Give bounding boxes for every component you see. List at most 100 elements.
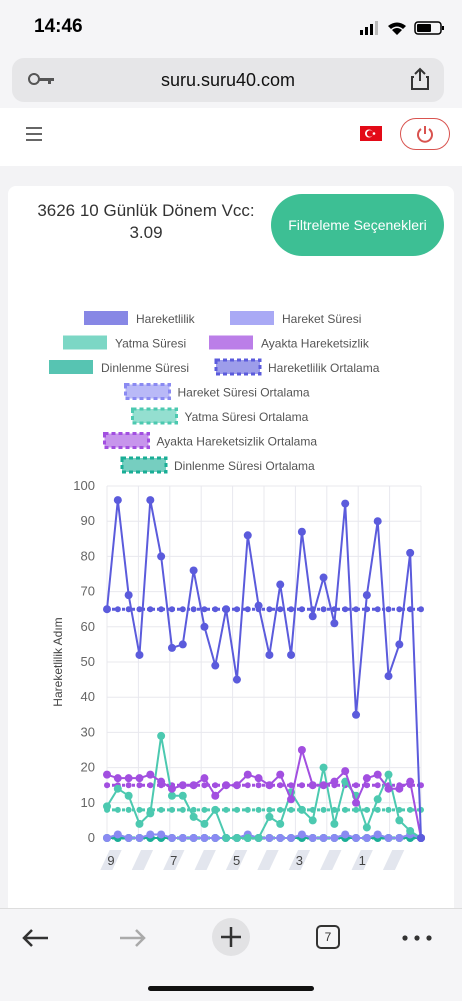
data-point (277, 606, 284, 613)
new-tab-button[interactable] (212, 918, 250, 956)
filter-options-button[interactable]: Filtreleme Seçenekleri (271, 194, 444, 256)
data-point (255, 782, 262, 789)
data-point (167, 834, 176, 842)
y-tick-label: 30 (81, 724, 95, 739)
data-point (178, 640, 187, 649)
data-point (418, 606, 424, 613)
data-point (298, 606, 305, 613)
x-tick-box (382, 850, 405, 870)
x-tick-label: 5 (233, 853, 240, 868)
data-point (157, 830, 166, 839)
back-icon[interactable] (20, 927, 50, 949)
data-point (287, 650, 296, 659)
data-point (113, 784, 122, 793)
data-point (200, 819, 209, 828)
data-point (114, 606, 121, 613)
x-tick-box (100, 850, 122, 870)
data-point (103, 605, 111, 614)
data-point (147, 782, 154, 789)
main-content: 3626 10 Günlük Dönem Vcc: 3.09 Filtrelem… (0, 166, 462, 926)
data-point (135, 834, 144, 842)
data-point (373, 795, 382, 804)
data-point (232, 834, 241, 842)
data-point (223, 806, 230, 813)
data-point (319, 573, 328, 582)
data-point (168, 806, 175, 813)
more-icon[interactable] (402, 935, 432, 941)
data-point (136, 606, 143, 613)
data-point (167, 784, 176, 793)
data-point (395, 640, 404, 649)
data-point (297, 527, 306, 536)
data-point (254, 601, 263, 610)
data-point (276, 770, 285, 779)
data-point (407, 806, 414, 813)
data-point (200, 774, 209, 783)
data-point (113, 496, 122, 505)
legend-swatch (120, 456, 168, 474)
y-tick-label: 60 (81, 619, 95, 634)
data-point (244, 606, 251, 613)
data-point (362, 774, 371, 783)
data-point (201, 606, 208, 613)
data-point (395, 834, 404, 842)
legend-label: Hareket Süresi (282, 312, 361, 326)
data-point (308, 816, 317, 825)
tabs-button[interactable]: 7 (316, 925, 340, 949)
data-point (190, 606, 197, 613)
data-point (113, 774, 122, 783)
data-point (179, 806, 186, 813)
status-time: 14:46 (34, 16, 83, 37)
x-tick-box (320, 850, 342, 870)
legend-swatch (103, 432, 150, 449)
menu-icon[interactable] (26, 127, 42, 141)
x-tick-box (131, 850, 154, 870)
data-point (178, 834, 187, 842)
forward-icon[interactable] (118, 927, 148, 949)
data-point (353, 606, 360, 613)
data-point (362, 834, 371, 842)
legend-swatch (124, 383, 171, 400)
data-point (211, 834, 220, 842)
data-point (113, 830, 122, 839)
legend-label: Ayakta Hareketsizlik Ortalama (157, 435, 318, 449)
data-point (330, 777, 339, 786)
url-text: suru.suru40.com (160, 70, 296, 90)
logout-button[interactable] (400, 118, 450, 150)
data-point (276, 580, 285, 589)
data-point (124, 591, 133, 600)
data-point (308, 612, 317, 621)
share-icon[interactable] (410, 67, 430, 91)
data-point (146, 809, 155, 818)
data-point (384, 834, 393, 842)
y-axis-title: Hareketlilik Adım (51, 617, 65, 706)
data-point (374, 782, 381, 789)
data-point (385, 606, 392, 613)
plus-icon (221, 927, 241, 947)
data-point (157, 552, 166, 561)
data-point (287, 834, 296, 842)
data-point (103, 770, 111, 779)
data-point (114, 806, 121, 813)
turkish-flag-icon[interactable] (360, 126, 382, 141)
data-point (189, 834, 198, 842)
data-point (277, 806, 284, 813)
data-point (135, 819, 144, 828)
data-point (320, 806, 327, 813)
data-point (406, 826, 415, 835)
data-point (200, 622, 209, 631)
y-tick-label: 0 (88, 830, 95, 845)
address-bar[interactable]: suru.suru40.com (12, 58, 444, 102)
data-point (288, 782, 295, 789)
x-tick-box (194, 850, 216, 870)
x-tick-label: 7 (170, 853, 177, 868)
data-point (352, 834, 361, 842)
legend-label: Dinlenme Süresi (101, 361, 189, 375)
data-point (104, 782, 110, 789)
data-point (352, 798, 361, 807)
data-point (384, 784, 393, 793)
data-point (135, 774, 144, 783)
data-point (222, 781, 231, 790)
data-point (124, 791, 133, 800)
data-point (168, 606, 175, 613)
